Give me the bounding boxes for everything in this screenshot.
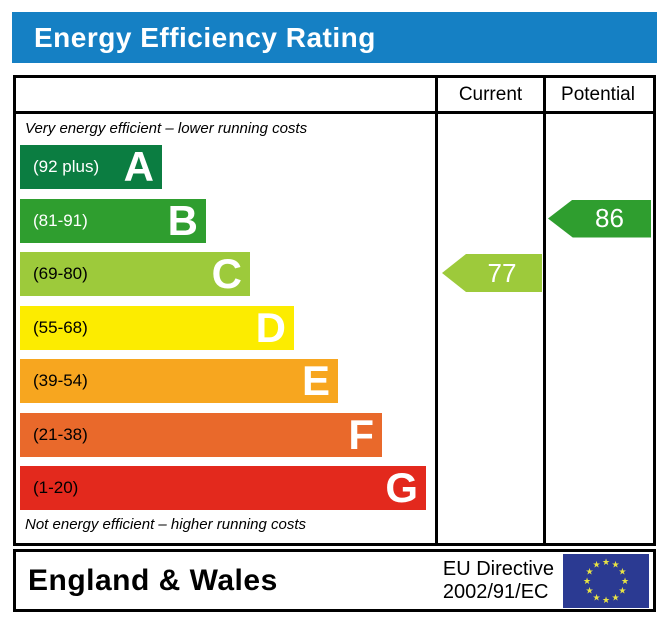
- title-bar: Energy Efficiency Rating: [12, 12, 657, 63]
- band-range-label: (55-68): [33, 317, 88, 337]
- svg-text:★: ★: [618, 586, 626, 596]
- svg-text:★: ★: [592, 560, 600, 570]
- region-label: England & Wales: [28, 563, 278, 597]
- header-underline: [16, 111, 653, 114]
- svg-text:★: ★: [602, 595, 610, 605]
- band-bar-e: (39-54) E: [20, 359, 338, 403]
- eu-directive-line2: 2002/91/EC: [442, 581, 549, 603]
- band-letter: A: [123, 143, 154, 190]
- svg-text:★: ★: [586, 567, 594, 577]
- svg-text:★: ★: [602, 557, 610, 567]
- footer: England & Wales EU Directive 2002/91/EC …: [13, 549, 656, 612]
- band-row-b: (81-91) B: [20, 196, 432, 244]
- band-letter: D: [255, 303, 286, 351]
- band-row-g: (1-20) G: [20, 466, 432, 510]
- band-bar-d: (55-68) D: [20, 303, 294, 351]
- page-title: Energy Efficiency Rating: [34, 21, 376, 53]
- current-rating-value: 77: [487, 257, 517, 288]
- band-range-label: (69-80): [33, 264, 88, 283]
- column-divider-1: [435, 78, 438, 543]
- band-bar-b: (81-91) B: [20, 196, 206, 244]
- band-row-a: (92 plus) A: [20, 145, 432, 189]
- svg-text:★: ★: [586, 586, 594, 596]
- band-bar-c: (69-80) C: [20, 252, 250, 296]
- band-range-label: (21-38): [33, 424, 88, 444]
- svg-text:★: ★: [611, 593, 619, 603]
- current-column-header: Current: [458, 83, 523, 105]
- band-range-label: (92 plus): [33, 157, 100, 176]
- band-bar-f: (21-38) F: [20, 410, 382, 458]
- band-letter: F: [348, 410, 374, 458]
- top-note: Very energy efficient – lower running co…: [25, 120, 308, 137]
- band-range-label: (39-54): [33, 371, 88, 390]
- band-bar-a: (92 plus) A: [20, 145, 162, 189]
- current-rating-arrow: 77: [442, 254, 542, 292]
- column-divider-2: [543, 78, 546, 543]
- band-row-e: (39-54) E: [20, 359, 432, 403]
- band-range-label: (81-91): [33, 210, 88, 230]
- potential-column-header: Potential: [561, 83, 635, 105]
- potential-rating-value: 86: [595, 203, 624, 233]
- band-range-label: (1-20): [33, 478, 79, 497]
- svg-text:★: ★: [611, 560, 619, 570]
- band-row-d: (55-68) D: [20, 303, 432, 351]
- svg-text:★: ★: [583, 576, 591, 586]
- svg-text:★: ★: [618, 567, 626, 577]
- svg-text:★: ★: [592, 593, 600, 603]
- eu-directive-line1: EU Directive: [442, 558, 554, 580]
- bottom-note: Not energy efficient – higher running co…: [25, 516, 306, 533]
- band-letter: B: [167, 196, 198, 244]
- band-row-f: (21-38) F: [20, 410, 432, 458]
- svg-text:★: ★: [621, 576, 629, 586]
- band-letter: C: [211, 250, 242, 297]
- eu-directive-label: EU Directive 2002/91/EC: [443, 558, 554, 604]
- eu-flag-icon: ★ ★ ★ ★ ★ ★ ★ ★ ★ ★ ★ ★: [563, 554, 649, 608]
- rating-table: Current Potential Very energy efficient …: [13, 75, 656, 546]
- band-letter: G: [385, 464, 418, 511]
- band-letter: E: [301, 357, 330, 404]
- band-bar-g: (1-20) G: [20, 466, 426, 510]
- band-row-c: (69-80) C: [20, 252, 432, 296]
- potential-rating-arrow: 86: [548, 199, 651, 238]
